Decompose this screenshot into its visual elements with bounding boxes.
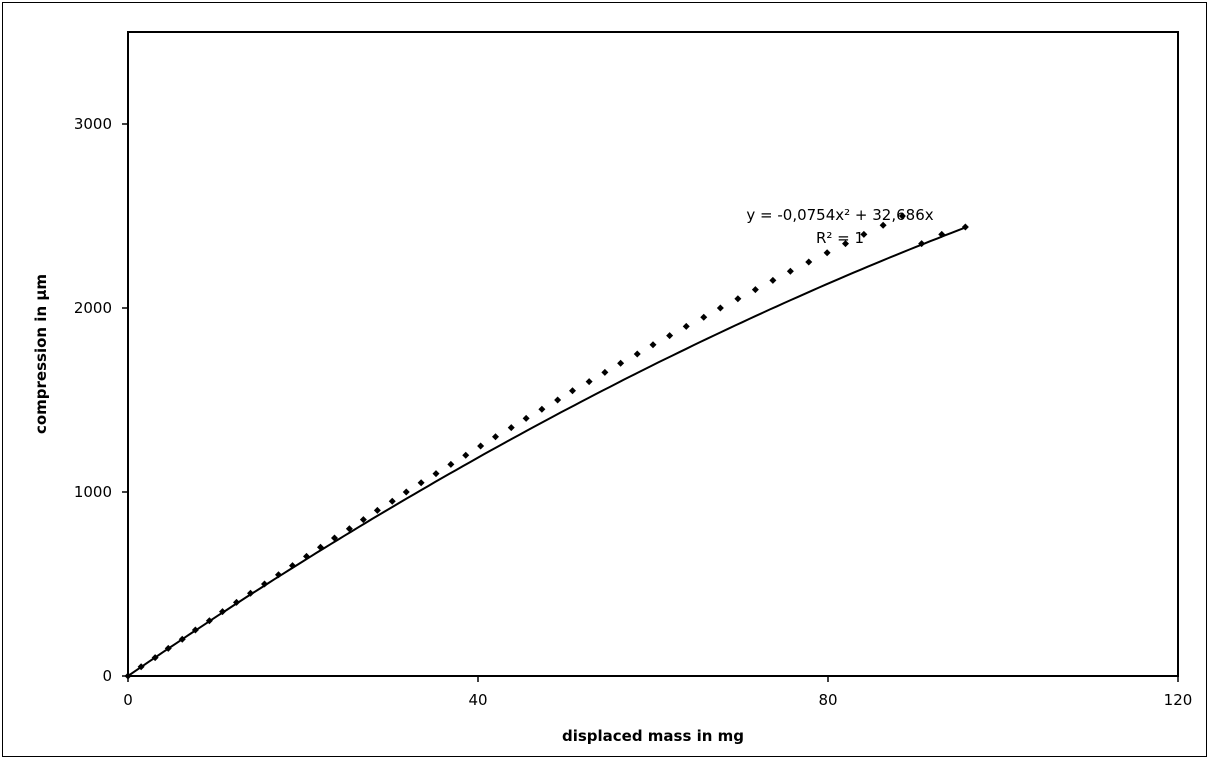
data-point — [700, 313, 708, 321]
data-point — [842, 240, 849, 248]
data-point — [359, 516, 367, 524]
data-points — [124, 212, 969, 680]
data-point — [554, 396, 562, 404]
data-point — [961, 223, 969, 231]
plot-area — [127, 31, 1179, 677]
data-point — [649, 341, 657, 349]
data-point — [417, 479, 425, 487]
data-point — [918, 240, 926, 248]
data-point — [538, 405, 546, 413]
data-point — [191, 626, 199, 634]
data-point — [289, 562, 296, 570]
data-point — [898, 212, 906, 220]
data-point — [617, 359, 625, 367]
data-point — [477, 442, 485, 450]
x-tick-label: 120 — [1164, 691, 1193, 709]
data-point — [682, 322, 690, 330]
data-point — [205, 617, 213, 625]
data-point — [219, 608, 226, 616]
x-tick-label: 40 — [468, 691, 487, 709]
data-point — [388, 497, 396, 505]
trendline-equation: y = -0,0754x² + 32,686x — [746, 206, 933, 224]
data-point — [373, 506, 381, 514]
data-point — [345, 525, 353, 533]
data-point — [164, 644, 172, 652]
data-point — [507, 424, 515, 432]
y-axis-title: compression in µm — [32, 274, 50, 434]
data-point — [769, 276, 777, 284]
trendline-r2: R² = 1 — [816, 229, 864, 247]
data-point — [303, 552, 310, 560]
data-point — [879, 221, 887, 229]
trendline — [127, 226, 966, 677]
data-point — [716, 304, 724, 312]
y-tick-label: 3000 — [74, 115, 112, 133]
data-point — [317, 543, 324, 551]
x-axis-title: displaced mass in mg — [562, 727, 744, 745]
data-point — [331, 534, 338, 542]
y-axis-ticks: 0 1000 2000 3000 — [74, 115, 128, 685]
data-point — [751, 286, 759, 294]
x-tick-label: 0 — [123, 691, 133, 709]
y-tick-label: 1000 — [74, 483, 112, 501]
data-point — [860, 230, 868, 238]
data-point — [124, 672, 132, 680]
x-axis-ticks: 0 40 80 120 — [123, 676, 1192, 709]
data-point — [734, 295, 742, 303]
y-tick-label: 2000 — [74, 299, 112, 317]
data-point — [805, 258, 813, 266]
data-point — [261, 580, 268, 588]
data-point — [569, 387, 576, 395]
data-point — [178, 635, 186, 643]
data-point — [462, 451, 470, 459]
data-point — [938, 230, 946, 238]
data-point — [492, 433, 499, 441]
data-point — [601, 368, 609, 376]
data-point — [432, 470, 440, 478]
x-tick-label: 80 — [818, 691, 837, 709]
data-point — [247, 589, 254, 597]
data-point — [585, 378, 593, 386]
data-point — [823, 249, 831, 257]
data-point — [447, 460, 455, 468]
data-point — [633, 350, 641, 358]
data-point — [275, 571, 282, 579]
data-point — [151, 654, 159, 662]
data-point — [786, 267, 794, 275]
data-point — [666, 332, 674, 340]
chart-svg: 0 1000 2000 3000 0 40 80 120 displaced mass in… — [32, 31, 1192, 745]
data-point — [522, 414, 530, 422]
data-point — [137, 663, 145, 671]
data-point — [233, 598, 240, 606]
y-tick-label: 0 — [102, 667, 112, 685]
data-point — [402, 488, 410, 496]
